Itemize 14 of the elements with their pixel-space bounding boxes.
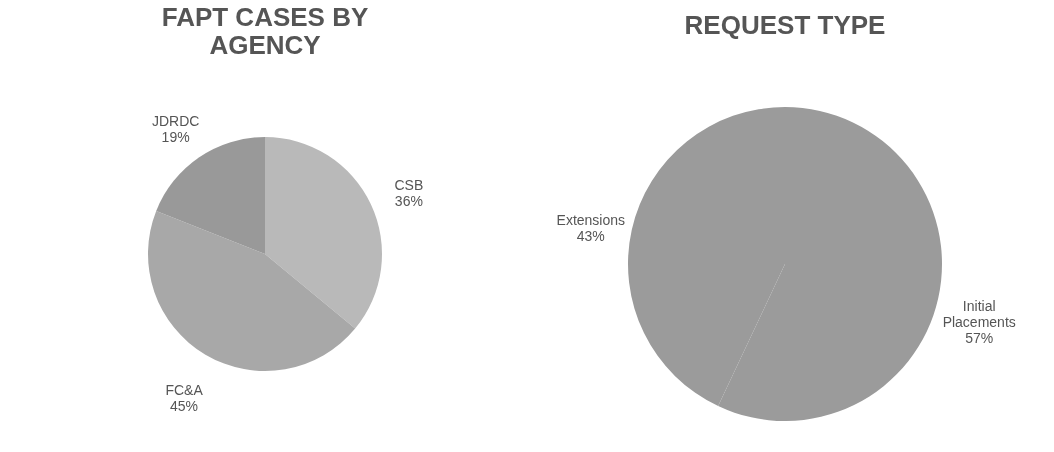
data-label: 45% [170, 397, 199, 414]
data-label: 36% [394, 193, 423, 210]
chart-title: REQUEST TYPE [684, 10, 886, 40]
slice-label: FC&A [165, 381, 204, 398]
data-label: 19% [161, 129, 190, 146]
slice-label: Initial Placements [942, 298, 1016, 331]
pie-slice [148, 210, 356, 371]
pie-slice [265, 137, 382, 329]
slice-label: JDRDC [151, 113, 200, 130]
data-label: 43% [576, 227, 605, 244]
slice-label: CSB [394, 177, 424, 194]
chart-title: FAPT CASES BY AGENCY [161, 2, 369, 60]
slice-label: Extensions [556, 211, 626, 228]
data-label: 57% [965, 330, 994, 347]
